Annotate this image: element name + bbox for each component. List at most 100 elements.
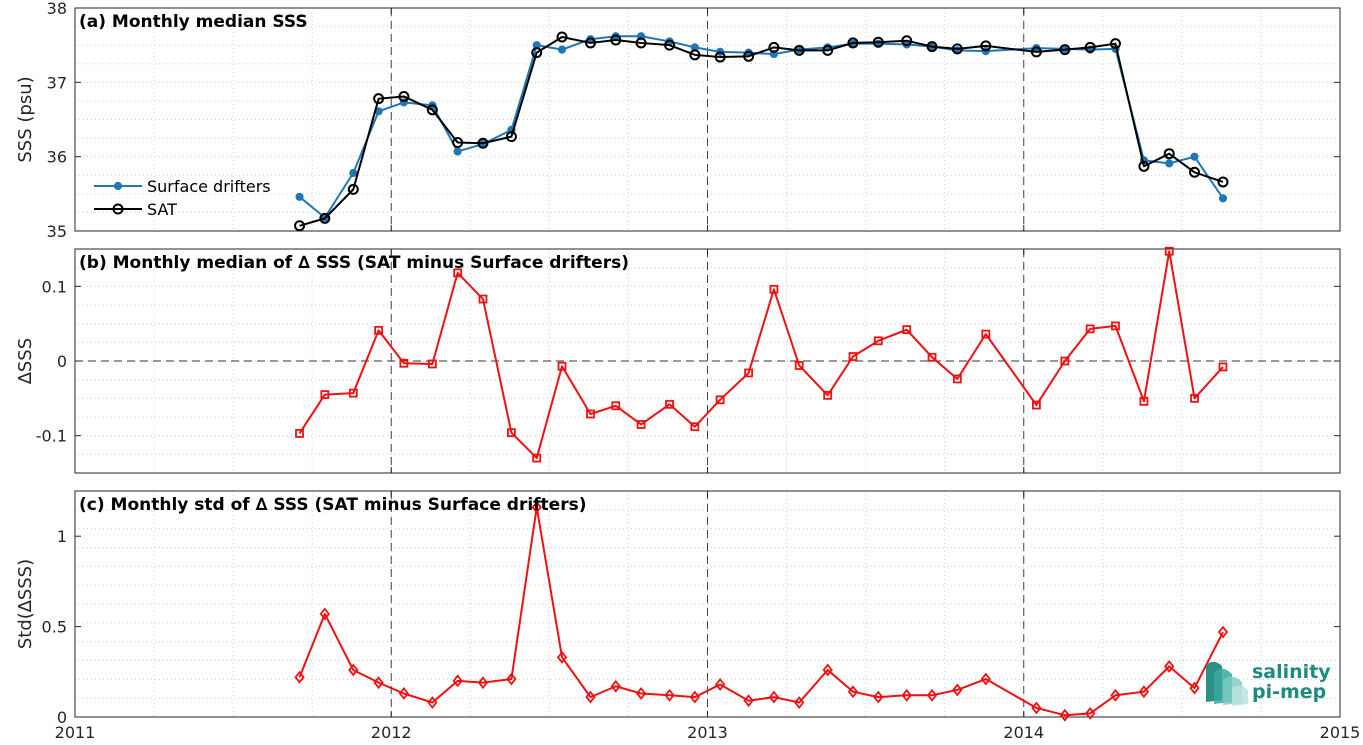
y-tick-label: 0.1	[42, 277, 67, 296]
data-point-sat	[1189, 166, 1201, 178]
data-point-delta-sss	[823, 390, 833, 400]
legend-label: Surface drifters	[147, 177, 271, 196]
data-point-sat	[872, 36, 884, 48]
data-point-sat	[847, 37, 859, 49]
data-point-delta-sss	[689, 690, 701, 704]
data-point-sat	[584, 37, 596, 49]
data-point-delta-sss	[664, 688, 675, 702]
data-point-delta-sss	[320, 390, 330, 400]
data-point-delta-sss	[1164, 246, 1174, 256]
data-point-delta-sss	[1164, 659, 1175, 673]
y-tick-label: 0	[57, 352, 67, 371]
data-point-sat	[664, 39, 676, 51]
data-point-delta-sss	[902, 325, 912, 335]
data-point-sat	[477, 137, 489, 149]
data-point-delta-sss	[1139, 396, 1149, 406]
logo-text-salinity: salinity	[1252, 661, 1331, 683]
data-point-delta-sss	[1218, 362, 1228, 372]
data-point-delta-sss	[980, 672, 991, 686]
data-point-sat	[768, 41, 780, 53]
legend-swatch-marker	[113, 181, 123, 191]
data-point-sat	[452, 137, 464, 149]
x-tick-label: 2012	[371, 723, 412, 742]
y-tick-label: 1	[57, 527, 67, 546]
data-point-delta-sss	[348, 663, 359, 677]
data-point-delta-sss	[873, 690, 884, 704]
data-point-delta-sss	[1110, 688, 1121, 702]
data-point-delta-sss	[690, 422, 700, 432]
data-point-sat	[373, 93, 385, 105]
series-sat	[294, 31, 1229, 232]
data-point-delta-sss	[1111, 321, 1120, 331]
data-point-delta-sss	[822, 663, 833, 677]
data-point-sat	[926, 41, 938, 53]
data-point-delta-sss	[532, 453, 542, 463]
data-point-sat	[1059, 44, 1071, 56]
data-point-delta-sss	[744, 368, 754, 378]
salinity-pi-mep-logo: salinity pi-mep	[1206, 661, 1331, 706]
panel-title: (b) Monthly median of ∆ SSS (SAT minus S…	[79, 253, 629, 273]
y-tick-label: 38	[47, 0, 67, 18]
data-point-delta-sss	[847, 685, 859, 699]
data-point-delta-sss	[611, 401, 621, 411]
logo-text-pi-mep: pi-mep	[1252, 681, 1326, 703]
data-point-sat	[822, 44, 834, 56]
data-point-delta-sss	[399, 358, 409, 368]
legend-item: SAT	[94, 200, 177, 219]
data-point-delta-sss	[427, 696, 438, 709]
y-tick-label: -0.1	[36, 427, 67, 446]
data-point-surface-drifters	[453, 147, 462, 156]
data-point-surface-drifters	[1218, 194, 1228, 203]
y-tick-label: 0	[57, 708, 67, 727]
data-point-delta-sss	[769, 284, 779, 294]
data-point-sat	[398, 90, 410, 102]
data-point-delta-sss	[714, 678, 726, 691]
data-point-delta-sss	[1032, 400, 1041, 410]
panel-a-monthly-median-sss: 35 36 37 38 SSS (psu) (a) Monthly median SSS S…	[15, 0, 1341, 241]
data-point-surface-drifters	[557, 45, 567, 54]
wave-logo-icon	[1206, 661, 1248, 706]
data-point-sat	[347, 183, 359, 195]
data-point-sat	[319, 212, 331, 224]
data-point-sat	[531, 47, 543, 59]
data-point-sat	[951, 43, 963, 55]
data-point-delta-sss	[453, 268, 463, 278]
data-point-delta-sss	[636, 420, 646, 429]
series-line-delta-sss	[298, 506, 1224, 717]
data-point-delta-sss	[952, 374, 962, 384]
data-point-sat	[743, 50, 755, 62]
data-point-sat	[556, 31, 568, 43]
grid-lines	[74, 8, 1341, 231]
data-point-sat	[1217, 176, 1229, 188]
data-point-delta-sss	[427, 359, 437, 369]
x-tick-label: 2015	[1320, 723, 1361, 742]
panel-title: (c) Monthly std of ∆ SSS (SAT minus Surf…	[79, 495, 586, 515]
y-axis-label: Std(∆SSS)	[15, 559, 36, 649]
data-point-sat	[1030, 46, 1042, 58]
data-point-delta-sss	[794, 696, 805, 709]
x-tick-label: 2013	[687, 723, 728, 742]
series-delta-sss	[294, 500, 1229, 722]
data-point-delta-sss	[557, 361, 567, 371]
data-point-sat	[635, 37, 647, 49]
data-point-delta-sss	[926, 688, 938, 702]
data-point-delta-sss	[981, 329, 991, 339]
series-delta-sss	[295, 246, 1228, 463]
panel-c-monthly-std-delta-sss: 0 0.5 1 2011 2012 2013 2014 2015 Std(∆SSS) (c) Mo…	[15, 490, 1361, 742]
series-line-delta-sss	[298, 250, 1224, 460]
data-point-delta-sss	[452, 674, 463, 688]
data-point-delta-sss	[715, 395, 725, 405]
data-point-surface-drifters	[1190, 152, 1199, 161]
data-point-delta-sss	[848, 352, 858, 361]
data-point-sat	[1084, 41, 1096, 53]
data-point-delta-sss	[531, 500, 542, 514]
data-point-sat	[610, 34, 622, 46]
data-point-delta-sss	[743, 694, 754, 708]
legend-label: SAT	[147, 200, 177, 219]
y-tick-label: 36	[47, 148, 67, 167]
data-point-delta-sss	[794, 361, 804, 370]
x-tick-label: 2011	[55, 723, 96, 742]
data-point-delta-sss	[1138, 685, 1150, 699]
data-point-sat	[294, 220, 306, 232]
